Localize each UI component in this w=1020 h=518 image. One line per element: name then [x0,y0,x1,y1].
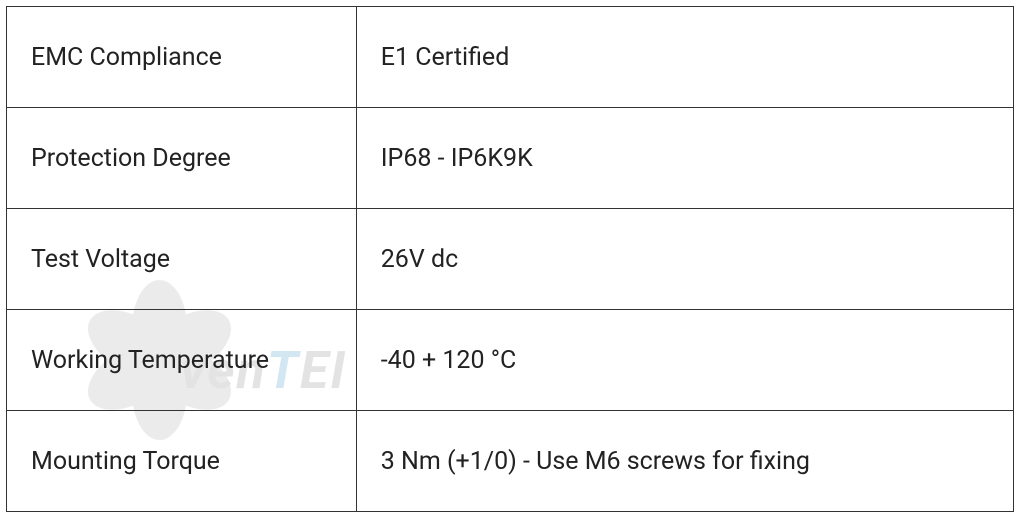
spec-value: 26V dc [356,209,1013,310]
spec-value: 3 Nm (+1/0) - Use M6 screws for fixing [356,411,1013,512]
table-row: Mounting Torque 3 Nm (+1/0) - Use M6 scr… [7,411,1014,512]
spec-label: Test Voltage [7,209,357,310]
spec-label: EMC Compliance [7,7,357,108]
table-row: EMC Compliance E1 Certified [7,7,1014,108]
table-row: Protection Degree IP68 - IP6K9K [7,108,1014,209]
table-row: Working Temperature -40 + 120 °C [7,310,1014,411]
spec-label: Mounting Torque [7,411,357,512]
table-row: Test Voltage 26V dc [7,209,1014,310]
spec-value: -40 + 120 °C [356,310,1013,411]
spec-table: EMC Compliance E1 Certified Protection D… [6,6,1014,512]
spec-label: Working Temperature [7,310,357,411]
spec-value: IP68 - IP6K9K [356,108,1013,209]
spec-value: E1 Certified [356,7,1013,108]
spec-label: Protection Degree [7,108,357,209]
